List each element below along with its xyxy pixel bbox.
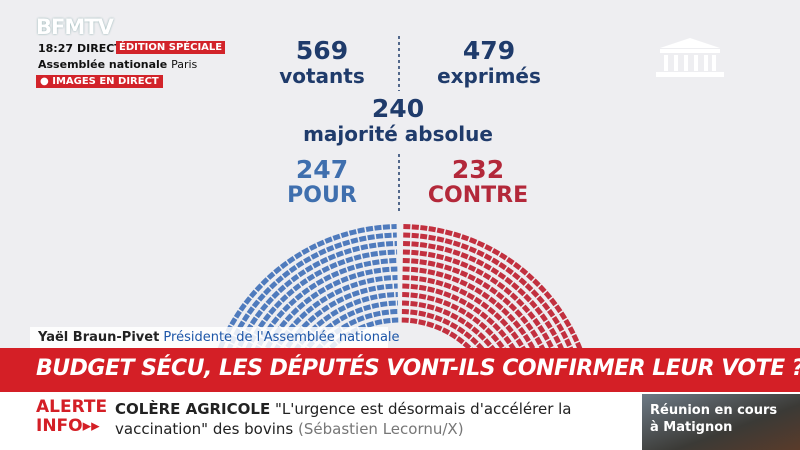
against-label: CONTRE <box>427 183 529 208</box>
headline: BUDGET SÉCU, LES DÉPUTÉS VONT-ILS CONFIR… <box>36 356 800 381</box>
alert-line: INFO <box>36 416 83 436</box>
location-name: Assemblée nationale <box>38 58 168 71</box>
speaker-bar: Yaël Braun-Pivet Présidente de l'Assembl… <box>30 327 400 348</box>
alert-line: ALERTE <box>36 397 108 417</box>
inset-image: Réunion en cours à Matignon <box>642 394 800 450</box>
channel-logo: BFMTV <box>36 15 114 39</box>
ticker: ALERTE INFO▸▸ COLÈRE AGRICOLE "L'urgence … <box>0 392 800 450</box>
voters-value: 569 <box>295 36 349 65</box>
inset-line: à Matignon <box>650 420 733 435</box>
speaker-name: Yaël Braun-Pivet <box>38 330 160 345</box>
topic: COLÈRE AGRICOLE <box>115 400 271 418</box>
against-value: 232 <box>451 155 505 184</box>
majority-value: 240 <box>371 94 425 123</box>
for-value: 247 <box>295 155 349 184</box>
cast-value: 479 <box>462 36 516 65</box>
images-label: IMAGES EN DIRECT <box>52 76 159 87</box>
quote-line: vaccination" des bovins <box>115 420 294 438</box>
inset-caption: Réunion en cours à Matignon <box>650 402 777 436</box>
source: (Sébastien Lecornu/X) <box>298 420 464 438</box>
location: Assemblée nationale Paris <box>38 58 197 71</box>
cast-label: exprimés <box>437 64 541 88</box>
ticker-line: COLÈRE AGRICOLE "L'urgence est désormais… <box>115 399 571 419</box>
seat-row <box>249 258 398 362</box>
seat-row <box>218 224 397 349</box>
alert-label: ALERTE INFO▸▸ <box>36 398 107 436</box>
city: Paris <box>171 58 198 71</box>
quote-line: "L'urgence est désormais d'accélérer la <box>274 400 572 418</box>
dividers <box>398 36 400 211</box>
seat-row <box>402 292 528 421</box>
seat-row <box>226 232 397 352</box>
for-label: POUR <box>287 183 357 208</box>
images-badge: ● IMAGES EN DIRECT <box>36 75 163 88</box>
inset-line: Réunion en cours <box>650 403 778 418</box>
speaker-role: Présidente de l'Assemblée nationale <box>163 330 400 345</box>
majority-label: majorité absolue <box>303 122 493 146</box>
alert-line: INFO▸▸ <box>36 416 100 436</box>
live-label: DIRECT <box>77 42 122 55</box>
edition-badge: ÉDITION SPÉCIALE <box>116 41 226 54</box>
assembly-icon <box>656 38 724 77</box>
time: 18:27 <box>38 42 74 55</box>
headline-bar: BUDGET SÉCU, LES DÉPUTÉS VONT-ILS CONFIR… <box>0 348 800 392</box>
voters-label: votants <box>279 64 365 88</box>
ticker-line: vaccination" des bovins (Sébastien Lecor… <box>115 419 571 439</box>
ticker-text: COLÈRE AGRICOLE "L'urgence est désormais… <box>115 399 571 439</box>
